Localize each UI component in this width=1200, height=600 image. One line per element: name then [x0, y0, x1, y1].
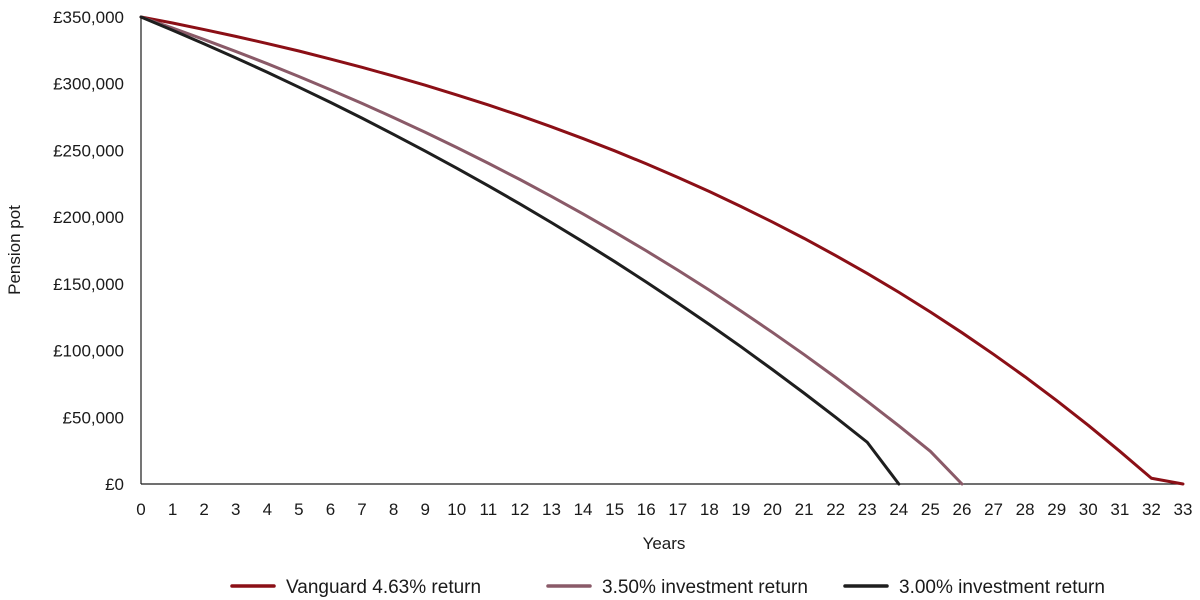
x-tick-label: 11 [480, 500, 498, 519]
x-tick-label: 26 [953, 500, 972, 519]
x-tick-label: 3 [231, 500, 240, 519]
legend-label: Vanguard 4.63% return [286, 577, 481, 598]
x-tick-label: 21 [795, 500, 814, 519]
legend-item: Vanguard 4.63% return [230, 577, 481, 598]
x-tick-label: 4 [263, 500, 272, 519]
legend: Vanguard 4.63% return 3.50% investment re… [230, 577, 1105, 598]
x-tick-label: 6 [326, 500, 335, 519]
tick-labels: £0 £50,000 £100,000 £150,000 £200,000 £250,00… [53, 8, 1192, 519]
y-tick-label: £250,000 [53, 141, 124, 160]
x-tick-label: 29 [1047, 500, 1066, 519]
y-tick-label: £300,000 [53, 75, 124, 94]
y-tick-label: £200,000 [53, 208, 124, 227]
x-tick-label: 13 [542, 500, 561, 519]
y-tick-label: £100,000 [53, 342, 124, 361]
x-tick-label: 16 [637, 500, 656, 519]
x-tick-label: 10 [447, 500, 466, 519]
series-lines [139, 15, 1185, 486]
x-tick-label: 7 [357, 500, 366, 519]
axes [140, 17, 1183, 485]
series-line-3 [139, 15, 901, 486]
x-tick-label: 15 [605, 500, 624, 519]
y-axis-title: Pension pot [5, 205, 24, 295]
x-tick-label: 33 [1174, 500, 1193, 519]
series-line-2 [139, 15, 964, 486]
y-tick-label: £150,000 [53, 275, 124, 294]
y-tick-label: £0 [105, 475, 124, 494]
x-tick-label: 2 [199, 500, 208, 519]
x-tick-label: 8 [389, 500, 398, 519]
legend-item: 3.00% investment return [843, 577, 1105, 598]
x-tick-label: 20 [763, 500, 782, 519]
x-tick-label: 18 [700, 500, 719, 519]
x-tick-label: 5 [294, 500, 303, 519]
x-tick-label: 22 [826, 500, 845, 519]
x-tick-label: 30 [1079, 500, 1098, 519]
x-tick-label: 1 [168, 500, 177, 519]
legend-item: 3.50% investment return [546, 577, 808, 598]
x-tick-label: 24 [889, 500, 908, 519]
series-line-1 [139, 15, 1185, 486]
legend-label: 3.50% investment return [602, 577, 808, 598]
x-tick-label: 27 [984, 500, 1003, 519]
x-tick-label: 9 [420, 500, 429, 519]
y-tick-label: £350,000 [53, 8, 124, 27]
x-tick-label: 32 [1142, 500, 1161, 519]
x-tick-label: 23 [858, 500, 877, 519]
x-axis-title: Years [643, 534, 686, 553]
x-tick-label: 31 [1110, 500, 1129, 519]
y-tick-label: £50,000 [63, 408, 124, 427]
x-tick-label: 28 [1016, 500, 1035, 519]
legend-label: 3.00% investment return [899, 577, 1105, 598]
x-tick-label: 12 [510, 500, 529, 519]
x-tick-label: 25 [921, 500, 940, 519]
x-tick-label: 19 [731, 500, 750, 519]
x-tick-label: 14 [574, 500, 593, 519]
x-tick-label: 17 [668, 500, 687, 519]
x-tick-label: 0 [136, 500, 145, 519]
axis-titles: Years Pension pot [5, 205, 685, 553]
